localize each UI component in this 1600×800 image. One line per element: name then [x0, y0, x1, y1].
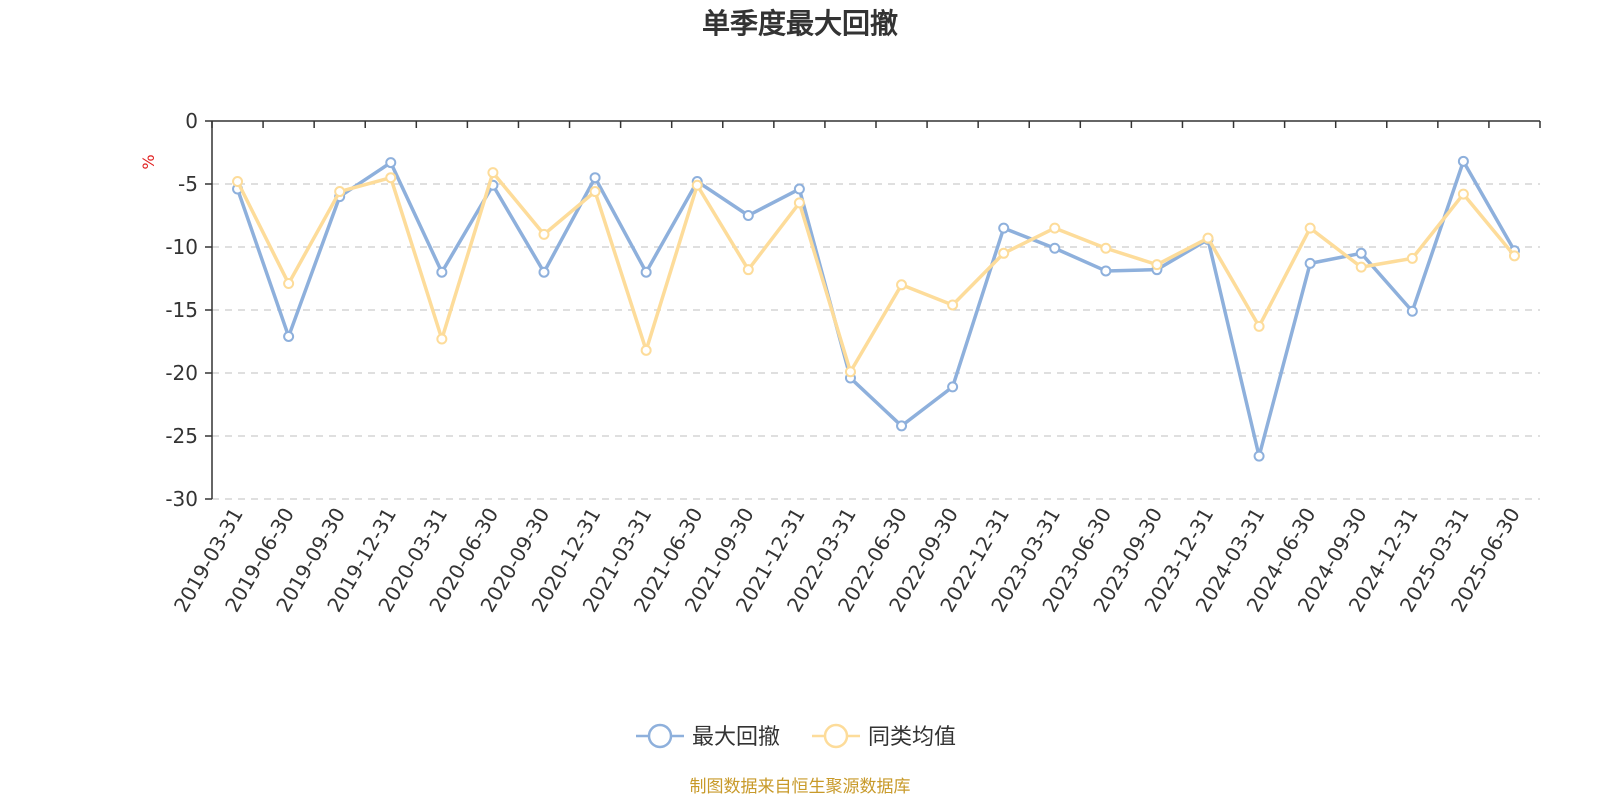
legend-circle-icon — [823, 723, 849, 749]
data-point[interactable] — [436, 266, 448, 278]
data-point[interactable] — [1202, 232, 1214, 244]
data-point[interactable] — [691, 179, 703, 191]
data-point[interactable] — [1100, 242, 1112, 254]
data-point[interactable] — [538, 228, 550, 240]
series-1 — [232, 155, 1520, 462]
data-point[interactable] — [1508, 250, 1520, 262]
y-axis-unit-label: % — [139, 154, 158, 169]
data-point[interactable] — [640, 266, 652, 278]
data-point[interactable] — [1049, 242, 1061, 254]
data-point[interactable] — [436, 333, 448, 345]
data-point[interactable] — [1253, 320, 1265, 332]
data-point[interactable] — [232, 175, 244, 187]
data-point[interactable] — [1151, 259, 1163, 271]
y-axis-ticks: 0 -5 -10 -15 -20 -25 -30 — [165, 109, 212, 511]
data-point[interactable] — [896, 420, 908, 432]
data-point[interactable] — [793, 197, 805, 209]
legend-item-2[interactable]: 同类均值 — [812, 723, 956, 750]
data-point[interactable] — [998, 222, 1010, 234]
data-point[interactable] — [1406, 305, 1418, 317]
data-point[interactable] — [385, 157, 397, 169]
data-point[interactable] — [1457, 188, 1469, 200]
data-point[interactable] — [1304, 257, 1316, 269]
data-point[interactable] — [844, 366, 856, 378]
data-point[interactable] — [589, 172, 601, 184]
data-point[interactable] — [793, 183, 805, 195]
data-point[interactable] — [1049, 222, 1061, 234]
legend-circle-icon — [647, 723, 673, 749]
data-point[interactable] — [589, 186, 601, 198]
legend-label: 最大回撤 — [692, 725, 780, 750]
y-tick-label: -10 — [165, 235, 198, 259]
series-line — [235, 170, 1516, 374]
legend-item-1[interactable]: 最大回撤 — [636, 723, 780, 750]
series-line — [235, 159, 1516, 458]
y-tick-label: -5 — [178, 172, 198, 196]
y-tick-label: -25 — [165, 424, 198, 448]
data-point[interactable] — [947, 299, 959, 311]
data-point[interactable] — [487, 167, 499, 179]
data-point[interactable] — [640, 344, 652, 356]
data-point[interactable] — [742, 210, 754, 221]
legend-label: 同类均值 — [868, 725, 956, 750]
y-tick-label: -30 — [165, 487, 198, 511]
data-point[interactable] — [896, 279, 908, 291]
data-point[interactable] — [283, 278, 295, 290]
data-point[interactable] — [385, 172, 397, 184]
source-note: 制图数据来自恒生聚源数据库 — [690, 777, 911, 797]
grid-lines — [212, 183, 1540, 500]
data-point[interactable] — [947, 381, 959, 393]
y-tick-label: 0 — [185, 109, 198, 133]
data-point[interactable] — [334, 186, 346, 198]
y-tick-label: -15 — [165, 298, 198, 322]
y-tick-label: -20 — [165, 361, 198, 385]
data-point[interactable] — [998, 247, 1010, 259]
data-point[interactable] — [1355, 247, 1367, 259]
chart-title: 单季度最大回撤 — [702, 7, 898, 40]
legend[interactable]: 最大回撤 同类均值 — [636, 723, 956, 750]
data-point[interactable] — [1406, 252, 1418, 264]
data-point[interactable] — [1100, 265, 1112, 277]
data-point[interactable] — [1304, 222, 1316, 234]
series-2 — [232, 167, 1520, 378]
data-point[interactable] — [283, 330, 295, 342]
data-point[interactable] — [1253, 450, 1265, 462]
data-point[interactable] — [538, 266, 550, 278]
data-point[interactable] — [742, 264, 754, 276]
data-point[interactable] — [1457, 155, 1469, 167]
series-lines — [232, 155, 1520, 462]
data-point[interactable] — [1355, 261, 1367, 273]
